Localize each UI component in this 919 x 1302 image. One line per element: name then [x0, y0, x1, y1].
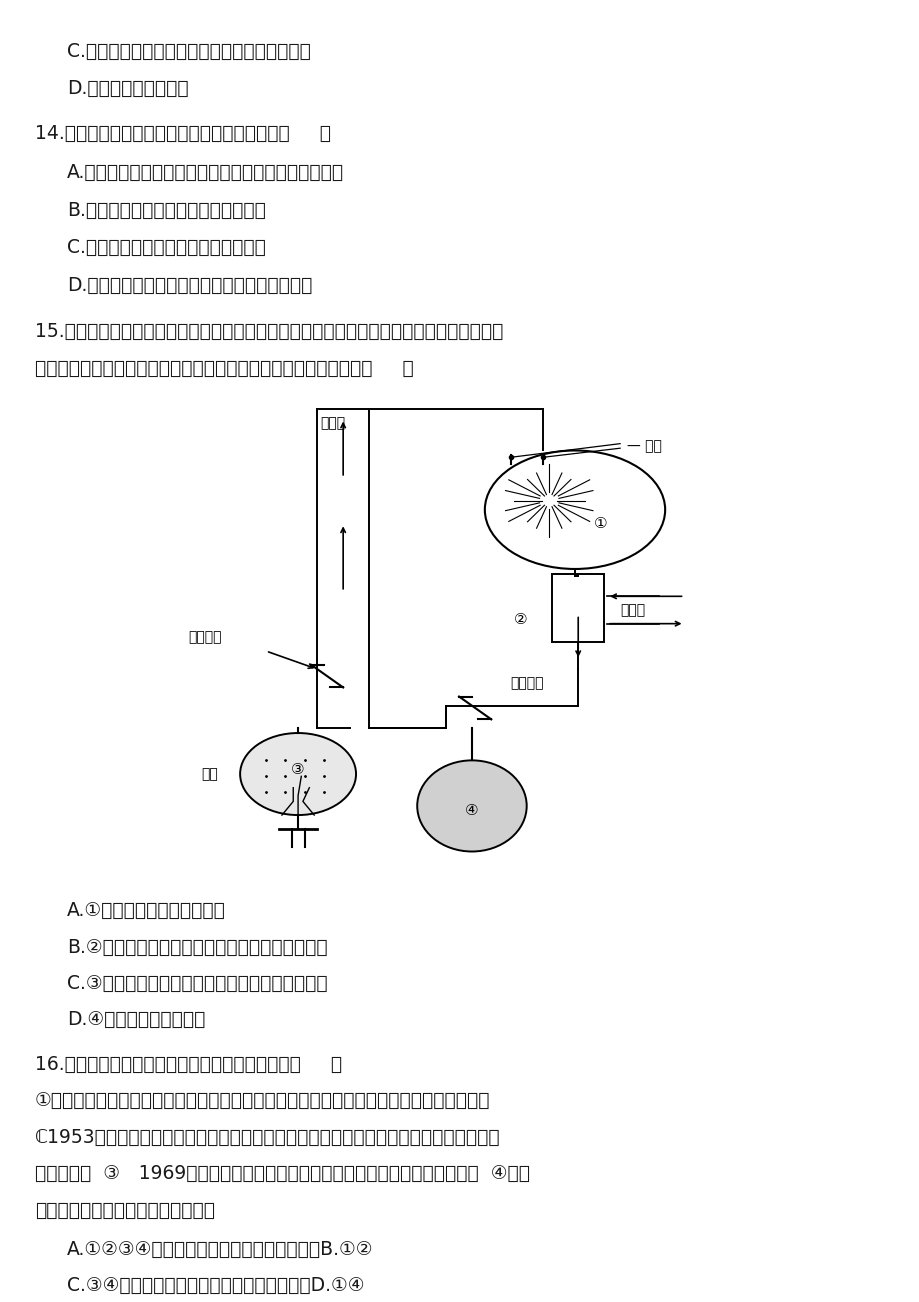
Text: A.米勒的模拟实验证明了有机小分子可生成无机小分子: A.米勒的模拟实验证明了有机小分子可生成无机小分子 [67, 163, 344, 182]
Text: 16.下面的事实中，支持生命起源于原始海洋的是（     ）: 16.下面的事实中，支持生命起源于原始海洋的是（ ） [35, 1055, 342, 1074]
Ellipse shape [417, 760, 527, 852]
Text: B.②内模拟了原始大气中的水蒸气凝结降雨的过程: B.②内模拟了原始大气中的水蒸气凝结降雨的过程 [67, 937, 327, 957]
Text: 多种氨基酸  ③ 1969年，人们在澳大利亚的陨石中发现了并非来自地球的氨基酸  ④天文: 多种氨基酸 ③ 1969年，人们在澳大利亚的陨石中发现了并非来自地球的氨基酸 ④… [35, 1164, 529, 1184]
Bar [551, 573, 604, 642]
Ellipse shape [240, 733, 356, 815]
Text: ③: ③ [291, 762, 304, 777]
Text: A.①②③④　　　　　　　　　　　　　　　B.①②: A.①②③④ B.①② [67, 1240, 373, 1259]
Text: ④: ④ [465, 803, 478, 818]
Text: D.④内产生了多种蛋白质: D.④内产生了多种蛋白质 [67, 1010, 205, 1030]
Text: D.以上说法都是正确的: D.以上说法都是正确的 [67, 79, 188, 99]
Text: ①科学家通过检测发现，火山噴发产生的气体中有氢气、氨、甲烷、水蒸气、硫化氢等气体: ①科学家通过检测发现，火山噴发产生的气体中有氢气、氨、甲烷、水蒸气、硫化氢等气体 [35, 1091, 490, 1111]
Text: D.达尔文用自然选择学说来解释生物进化的原因: D.达尔文用自然选择学说来解释生物进化的原因 [67, 276, 312, 296]
Text: C.生物进化的总体趋势是从简单到复杂: C.生物进化的总体趋势是从简单到复杂 [67, 238, 266, 258]
Text: 水蒸气: 水蒸气 [321, 417, 346, 430]
Text: C.这几类动物有着共同的祖先或极为相似的祖先: C.这几类动物有着共同的祖先或极为相似的祖先 [67, 42, 311, 61]
Text: C.③为实验提供了水蒸气，并促进物质的循环流动: C.③为实验提供了水蒸气，并促进物质的循环流动 [67, 974, 327, 993]
Text: ②: ② [513, 612, 527, 626]
Text: 冷凝器: 冷凝器 [619, 603, 644, 617]
Text: — 电极: — 电极 [626, 439, 661, 453]
Text: 沸水: 沸水 [201, 767, 218, 781]
Text: 学家在星际空间发现了数十种有机物: 学家在星际空间发现了数十种有机物 [35, 1200, 215, 1220]
Ellipse shape [484, 450, 664, 569]
Text: 取样活塞: 取样活塞 [510, 676, 543, 690]
Text: ①: ① [594, 516, 607, 531]
Text: A.①内模拟了原始大气及闪电: A.①内模拟了原始大气及闪电 [67, 901, 226, 921]
Text: ℂ1953年，美国科学家米勒模拟原始地球的条件和大气成分，通过火花放电的方法合成了: ℂ1953年，美国科学家米勒模拟原始地球的条件和大气成分，通过火花放电的方法合成… [35, 1128, 500, 1147]
Text: C.③④　　　　　　　　　　　　　　　　　D.①④: C.③④ D.①④ [67, 1276, 364, 1295]
Text: 14.有关生命起源和生物进化的说法，错误的是（     ）: 14.有关生命起源和生物进化的说法，错误的是（ ） [35, 124, 331, 143]
Text: B.化石是研究生物进化非常重要的证据: B.化石是研究生物进化非常重要的证据 [67, 201, 266, 220]
Text: 获取证据。依据下图，下列对米勒模拟实验的解释，你不认同的是（     ）: 获取证据。依据下图，下列对米勒模拟实验的解释，你不认同的是（ ） [35, 359, 414, 379]
Text: 取样活塞: 取样活塞 [188, 630, 221, 644]
Text: 15.科学研究中经常用模拟实验来解决不能或不便用直接实验法解决的问题，便于提高效率、: 15.科学研究中经常用模拟实验来解决不能或不便用直接实验法解决的问题，便于提高效… [35, 322, 503, 341]
